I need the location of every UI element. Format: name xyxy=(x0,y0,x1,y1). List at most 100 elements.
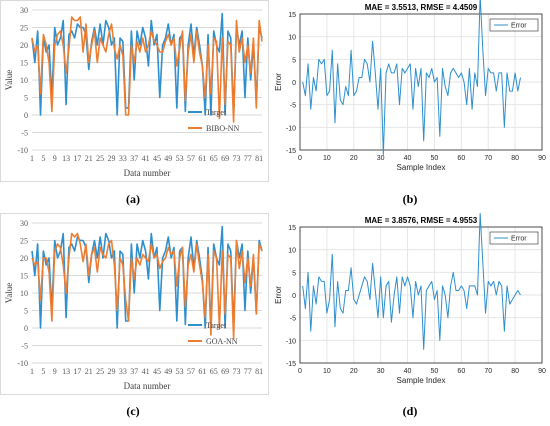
axes-box xyxy=(299,13,543,151)
y-tick-label: 20 xyxy=(20,41,28,50)
y-tick-label: -5 xyxy=(21,129,28,138)
series-line-goa-nn xyxy=(31,232,263,340)
y-axis-label: Error xyxy=(274,286,283,304)
x-tick-label: 20 xyxy=(350,368,358,375)
x-tick-label: 45 xyxy=(153,367,161,376)
x-axis-label: Data number xyxy=(124,168,171,178)
y-tick-label: 5 xyxy=(24,307,28,316)
series-line-bibo-nn xyxy=(31,16,263,123)
y-tick-label: 10 xyxy=(20,76,28,85)
x-tick-label: 49 xyxy=(164,154,172,163)
x-tick-label: 69 xyxy=(221,367,229,376)
y-tick-label: 25 xyxy=(20,24,28,33)
axes-box xyxy=(299,226,543,364)
x-tick-label: 29 xyxy=(108,154,116,163)
y-tick-label: -15 xyxy=(286,148,296,155)
x-tick-label: 57 xyxy=(187,367,195,376)
x-tick-label: 53 xyxy=(176,154,184,163)
x-tick-label: 50 xyxy=(431,155,439,162)
y-tick-label: 0 xyxy=(292,293,296,300)
y-tick-label: 0 xyxy=(24,324,28,333)
y-tick-label: 15 xyxy=(20,272,28,281)
x-tick-label: 0 xyxy=(298,368,302,375)
y-tick-label: 30 xyxy=(20,6,28,15)
x-tick-label: 80 xyxy=(511,368,519,375)
x-tick-label: 5 xyxy=(41,367,45,376)
x-tick-label: 69 xyxy=(221,154,229,163)
x-tick-label: 45 xyxy=(153,154,161,163)
x-axis-label: Data number xyxy=(124,381,171,391)
x-tick-label: 20 xyxy=(350,155,358,162)
y-tick-label: -15 xyxy=(286,361,296,368)
caption-a: (a) xyxy=(126,192,140,206)
x-tick-label: 21 xyxy=(85,154,93,163)
y-tick-label: 10 xyxy=(20,289,28,298)
x-tick-label: 73 xyxy=(232,367,240,376)
x-tick-label: 33 xyxy=(119,367,127,376)
y-tick-label: 5 xyxy=(292,57,296,64)
y-tick-label: 25 xyxy=(20,237,28,246)
y-tick-label: 15 xyxy=(288,225,296,232)
legend-box xyxy=(489,231,539,245)
y-tick-label: -5 xyxy=(290,316,296,323)
legend-label: Target xyxy=(206,108,227,117)
y-axis-label: Error xyxy=(274,73,283,91)
x-tick-label: 10 xyxy=(323,155,331,162)
x-tick-label: 33 xyxy=(119,154,127,163)
x-tick-label: 1 xyxy=(30,367,34,376)
x-tick-label: 41 xyxy=(142,154,150,163)
caption-d: (d) xyxy=(402,404,418,418)
y-tick-label: -5 xyxy=(21,342,28,351)
x-tick-label: 37 xyxy=(130,367,138,376)
y-tick-label: -10 xyxy=(286,125,296,132)
x-tick-label: 61 xyxy=(198,154,206,163)
x-tick-label: 73 xyxy=(232,154,240,163)
x-tick-label: 40 xyxy=(404,155,412,162)
y-tick-label: -10 xyxy=(17,359,28,368)
y-tick-label: -10 xyxy=(17,146,28,155)
caption-c: (c) xyxy=(126,404,140,418)
y-tick-label: 5 xyxy=(292,270,296,277)
x-tick-label: 65 xyxy=(210,154,218,163)
legend-box xyxy=(489,18,539,32)
x-tick-label: 17 xyxy=(73,154,81,163)
x-tick-label: 37 xyxy=(130,154,138,163)
y-tick-label: 10 xyxy=(288,35,296,42)
y-axis-label: Value xyxy=(4,283,14,304)
legend-label: BIBO-NN xyxy=(206,124,240,133)
x-tick-label: 1 xyxy=(30,154,34,163)
y-tick-label: 30 xyxy=(20,219,28,228)
y-axis-label: Value xyxy=(4,70,14,91)
x-tick-label: 60 xyxy=(457,368,465,375)
y-tick-label: 15 xyxy=(20,59,28,68)
x-axis-label: Sample Index xyxy=(397,376,446,385)
x-tick-label: 30 xyxy=(377,368,385,375)
x-tick-label: 70 xyxy=(484,368,492,375)
chart-title: MAE = 3.8576, RMSE = 4.9553 xyxy=(365,216,478,225)
x-tick-label: 81 xyxy=(255,367,263,376)
legend-label: Error xyxy=(511,23,527,30)
x-axis-label: Sample Index xyxy=(397,163,446,172)
x-tick-label: 57 xyxy=(187,154,195,163)
x-tick-label: 49 xyxy=(164,367,172,376)
x-tick-label: 90 xyxy=(538,368,546,375)
x-tick-label: 25 xyxy=(96,154,104,163)
x-tick-label: 61 xyxy=(198,367,206,376)
y-tick-label: -10 xyxy=(286,338,296,345)
x-tick-label: 41 xyxy=(142,367,150,376)
x-tick-label: 77 xyxy=(244,154,252,163)
caption-b: (b) xyxy=(402,192,418,206)
y-tick-label: 5 xyxy=(24,94,28,103)
legend-label: GOA-NN xyxy=(206,337,238,346)
x-tick-label: 90 xyxy=(538,155,546,162)
x-tick-label: 10 xyxy=(323,368,331,375)
y-tick-label: 0 xyxy=(24,111,28,120)
x-tick-label: 13 xyxy=(62,367,70,376)
x-tick-label: 60 xyxy=(457,155,465,162)
y-tick-label: 20 xyxy=(20,254,28,263)
y-tick-label: 0 xyxy=(292,80,296,87)
series-line-error xyxy=(302,213,521,350)
